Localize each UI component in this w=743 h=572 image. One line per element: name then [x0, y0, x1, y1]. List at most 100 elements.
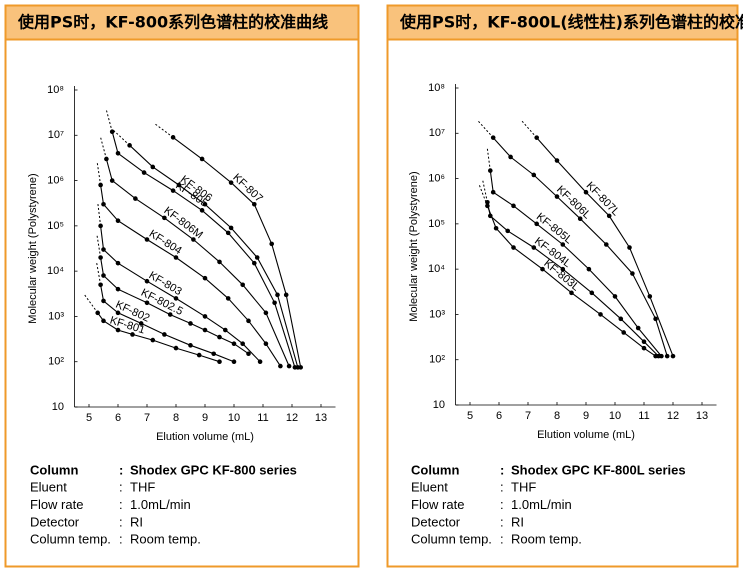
curve — [100, 184, 281, 367]
point — [115, 327, 121, 333]
point — [225, 296, 231, 301]
point — [240, 341, 245, 346]
x-tick-label: 9 — [583, 410, 589, 422]
x-tick-label: 7 — [525, 410, 531, 422]
point — [583, 189, 589, 195]
point — [534, 135, 539, 140]
point — [104, 156, 109, 162]
point — [257, 359, 263, 365]
point — [278, 363, 283, 369]
point — [133, 196, 138, 201]
condition-separator: : — [119, 532, 123, 547]
point — [144, 278, 150, 284]
point — [162, 332, 167, 337]
y-tick-label: 10⁷ — [429, 127, 445, 139]
point — [211, 351, 216, 357]
point — [621, 330, 626, 335]
condition-value: Room temp. — [511, 532, 582, 547]
point — [188, 343, 193, 348]
point — [202, 327, 208, 333]
condition-value: RI — [130, 514, 143, 529]
condition-label: Detector — [411, 514, 461, 529]
point — [252, 201, 257, 207]
x-tick-label: 9 — [202, 412, 208, 424]
x-tick-label: 11 — [257, 412, 268, 424]
point — [630, 271, 635, 276]
x-tick-label: 5 — [86, 412, 92, 424]
x-tick-label: 6 — [115, 412, 121, 424]
x-tick-label: 8 — [554, 410, 560, 422]
point — [493, 225, 499, 231]
point — [627, 245, 632, 250]
point — [115, 286, 121, 292]
point — [101, 298, 106, 304]
point — [275, 292, 280, 298]
point — [170, 188, 176, 193]
point — [98, 223, 103, 229]
point — [589, 290, 595, 296]
condition-separator: : — [500, 497, 504, 512]
point — [598, 312, 603, 317]
chart-title: 使用PS时，KF-800系列色谱柱的校准曲线 — [17, 13, 328, 32]
point — [653, 316, 658, 322]
point — [604, 242, 609, 247]
point — [144, 300, 150, 306]
curve — [100, 284, 235, 363]
point — [269, 241, 275, 247]
y-tick-label: 10³ — [429, 308, 445, 320]
point — [199, 208, 205, 213]
point — [144, 237, 150, 242]
point — [664, 353, 670, 359]
panel-frame — [4, 4, 360, 568]
point — [150, 337, 156, 343]
y-tick-label: 10³ — [48, 310, 64, 322]
condition-value: THF — [511, 480, 536, 495]
condition-value: 1.0mL/min — [511, 497, 572, 512]
point — [101, 247, 106, 252]
x-tick-label: 12 — [667, 410, 679, 422]
y-tick-label: 10 — [433, 399, 445, 411]
point — [653, 353, 658, 359]
point — [485, 199, 490, 205]
point — [647, 294, 653, 299]
point — [618, 316, 624, 322]
y-tick-label: 10⁸ — [428, 82, 445, 94]
point — [98, 182, 103, 188]
point — [231, 341, 237, 346]
point — [191, 237, 196, 242]
point — [560, 242, 566, 247]
point — [202, 314, 208, 319]
point — [170, 135, 176, 140]
point — [490, 189, 496, 195]
condition-separator: : — [500, 514, 504, 529]
condition-label: Flow rate — [30, 497, 83, 512]
panel-header — [386, 4, 739, 41]
x-tick-label: 12 — [286, 412, 298, 424]
condition-label: Detector — [30, 514, 80, 529]
point — [228, 225, 234, 231]
point — [202, 275, 208, 281]
x-tick-label: 13 — [696, 410, 708, 422]
x-tick-label: 10 — [609, 410, 621, 422]
point — [173, 345, 179, 351]
point — [577, 216, 583, 221]
point — [109, 178, 115, 183]
condition-separator: : — [119, 497, 123, 512]
point — [534, 221, 539, 227]
y-tick-label: 10⁵ — [428, 218, 445, 230]
x-tick-label: 11 — [638, 410, 649, 422]
point — [641, 345, 647, 351]
point — [531, 245, 537, 250]
point — [217, 259, 222, 265]
point — [202, 201, 208, 207]
point — [115, 260, 121, 266]
point — [188, 321, 193, 326]
x-tick-label: 5 — [467, 410, 473, 422]
x-axis-label: Elution volume (mL) — [156, 431, 254, 443]
x-tick-label: 13 — [315, 412, 327, 424]
point — [263, 310, 269, 316]
condition-value: THF — [130, 480, 155, 495]
point — [115, 218, 121, 223]
